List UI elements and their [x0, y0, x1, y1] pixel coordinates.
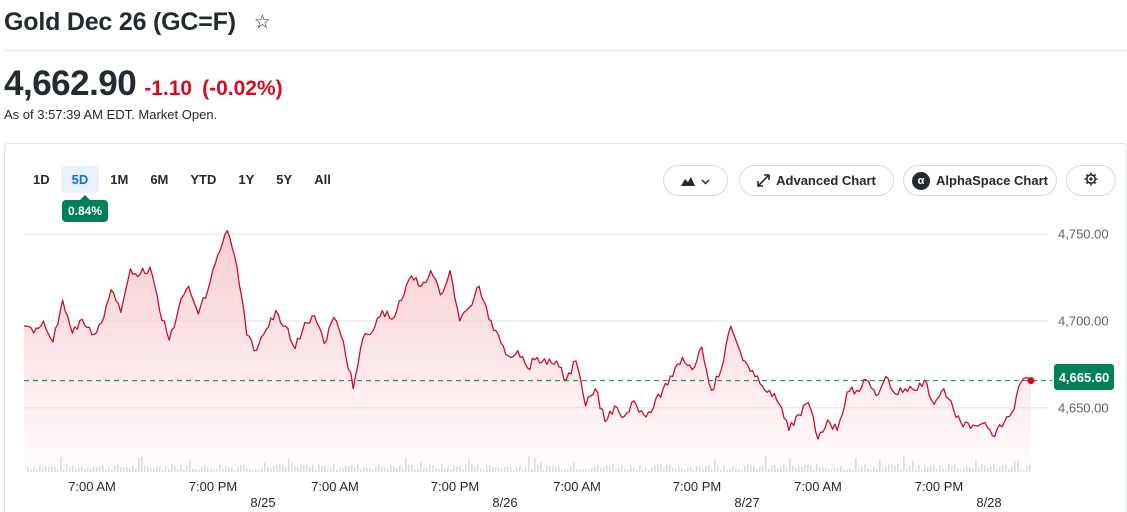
range-tab-5y[interactable]: 5Y: [276, 171, 293, 187]
x-tick-time-label: 7:00 PM: [189, 479, 237, 494]
x-tick-date-label: 8/27: [734, 495, 759, 510]
market-status: As of 3:57:39 AM EDT. Market Open.: [4, 107, 218, 122]
y-tick-label: 4,650.00: [1058, 400, 1109, 415]
chevron-down-icon: [701, 173, 710, 188]
range-tab-1d[interactable]: 1D: [33, 171, 50, 187]
price-area-fill: [24, 230, 1031, 472]
x-tick-time-label: 7:00 AM: [68, 479, 116, 494]
alpha-icon: α: [912, 171, 930, 190]
x-tick-time-label: 7:00 PM: [431, 479, 479, 494]
range-tab-5d[interactable]: 5D: [60, 165, 100, 193]
last-price-dot: [1027, 377, 1035, 385]
price-row: 4,662.90 -1.10 (-0.02%): [4, 64, 283, 104]
range-tabs: 1D 5D 1M 6M YTD 1Y 5Y All: [22, 165, 342, 193]
alphaspace-chart-button[interactable]: α AlphaSpace Chart: [903, 165, 1057, 196]
y-tick-label: 4,700.00: [1058, 313, 1109, 328]
page-title: Gold Dec 26 (GC=F): [4, 7, 236, 36]
x-tick-date-label: 8/25: [250, 495, 275, 510]
price-line: [23, 230, 1032, 440]
range-tab-1m[interactable]: 1M: [110, 171, 129, 187]
mountain-chart-icon: [681, 176, 695, 186]
x-tick-time-label: 7:00 PM: [673, 479, 721, 494]
price-change-percent: (-0.02%): [202, 77, 283, 100]
range-tab-1y[interactable]: 1Y: [238, 171, 255, 187]
x-tick-date-label: 8/26: [492, 495, 517, 510]
price-change: -1.10: [144, 77, 193, 100]
current-price: 4,662.90: [4, 64, 137, 103]
advanced-chart-button[interactable]: Advanced Chart: [739, 165, 894, 196]
quote-header: Gold Dec 26 (GC=F) ☆: [4, 6, 271, 38]
x-tick-time-label: 7:00 AM: [311, 479, 359, 494]
last-price-tag: 4,665.60: [1054, 364, 1114, 390]
chart-type-button[interactable]: [663, 165, 728, 196]
x-tick-date-label: 8/28: [976, 495, 1001, 510]
advanced-chart-label: Advanced Chart: [776, 173, 876, 188]
alphaspace-chart-label: AlphaSpace Chart: [936, 173, 1048, 188]
range-tab-ytd[interactable]: YTD: [190, 171, 217, 187]
range-change-badge: 0.84%: [62, 195, 109, 222]
x-tick-time-label: 7:00 AM: [553, 479, 601, 494]
star-icon[interactable]: ☆: [253, 11, 271, 33]
y-tick-label: 4,750.00: [1058, 227, 1109, 242]
expand-arrows-icon: [757, 174, 770, 187]
gear-icon: [1084, 172, 1098, 189]
x-tick-time-label: 7:00 PM: [915, 479, 963, 494]
chart-settings-button[interactable]: [1066, 165, 1116, 196]
x-tick-time-label: 7:00 AM: [794, 479, 842, 494]
range-tab-all[interactable]: All: [314, 171, 331, 187]
range-tab-6m[interactable]: 6M: [150, 171, 169, 187]
header-divider: [4, 50, 1127, 51]
